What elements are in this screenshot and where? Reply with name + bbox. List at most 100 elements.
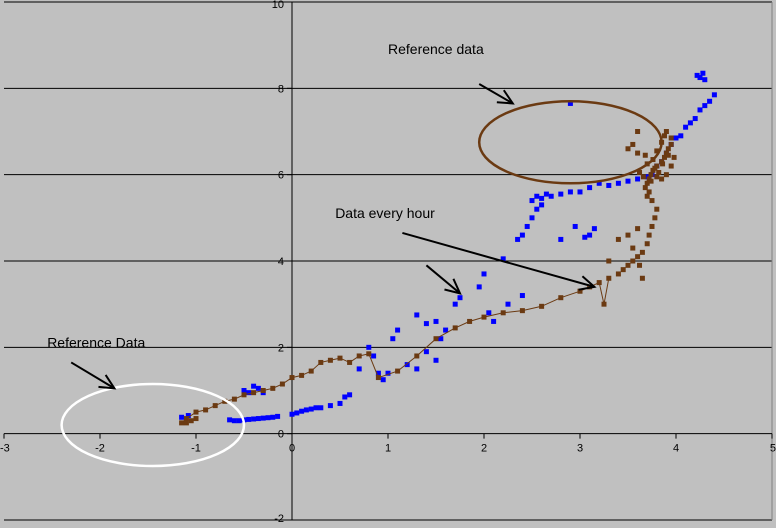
data-point <box>615 236 621 242</box>
data-point <box>591 226 597 232</box>
data-point <box>668 135 674 141</box>
x-tick-label: 3 <box>577 443 583 455</box>
data-point <box>630 245 636 251</box>
data-point <box>476 284 482 290</box>
data-point <box>423 321 429 327</box>
data-point <box>567 189 573 195</box>
series-2 <box>183 129 677 426</box>
data-point <box>433 336 439 342</box>
data-point <box>539 202 545 208</box>
data-point <box>375 375 381 381</box>
data-point <box>663 172 669 178</box>
data-point <box>255 416 261 422</box>
arrow-data-every-hour-2 <box>425 264 462 295</box>
data-point <box>620 267 626 273</box>
data-point <box>558 191 564 197</box>
data-point <box>648 172 654 178</box>
series-layer <box>179 70 717 426</box>
data-point <box>644 241 650 247</box>
arrow-head <box>496 89 515 105</box>
grid-lines <box>4 1 773 521</box>
data-point <box>294 410 300 416</box>
data-point <box>654 174 660 180</box>
data-point <box>615 180 621 186</box>
data-point <box>414 312 420 318</box>
data-point <box>366 351 372 357</box>
data-point <box>251 383 257 389</box>
y-tick-label: 2 <box>278 342 284 354</box>
data-point <box>577 288 583 294</box>
data-point <box>299 408 305 414</box>
data-point <box>414 366 420 372</box>
data-point <box>652 215 658 221</box>
data-point <box>587 185 593 191</box>
data-point <box>327 357 333 363</box>
data-point <box>519 308 525 314</box>
data-point <box>246 416 252 422</box>
data-point <box>279 381 285 387</box>
data-point <box>567 100 573 106</box>
data-point <box>385 370 391 376</box>
data-point <box>635 226 641 232</box>
data-point <box>251 416 257 422</box>
arrow-head <box>578 275 597 291</box>
data-point <box>491 318 497 324</box>
data-point <box>630 258 636 264</box>
data-point <box>452 301 458 307</box>
data-point <box>625 178 631 184</box>
data-point <box>665 146 671 152</box>
annotation-label-2: Reference Data <box>47 334 145 350</box>
data-point <box>519 232 525 238</box>
data-point <box>548 193 554 199</box>
data-point <box>630 141 636 147</box>
data-point <box>635 176 641 182</box>
data-point <box>260 415 266 421</box>
data-point <box>318 359 324 365</box>
arrow-shaft <box>425 264 461 295</box>
data-point <box>356 353 362 359</box>
data-point <box>452 325 458 331</box>
data-point <box>371 353 377 359</box>
data-point <box>596 180 602 186</box>
data-point <box>639 275 645 281</box>
data-point <box>654 206 660 212</box>
data-point <box>337 400 343 406</box>
y-tick-label: 6 <box>278 170 284 182</box>
data-point <box>697 107 703 113</box>
data-point <box>707 98 713 104</box>
annotation-label-1: Data every hour <box>335 205 435 221</box>
data-point <box>486 310 492 316</box>
data-point <box>433 357 439 363</box>
y-tick-label: 8 <box>278 83 284 95</box>
data-point <box>299 372 305 378</box>
data-point <box>236 418 242 424</box>
data-point <box>678 133 684 139</box>
arrow-data-every-hour-1 <box>402 231 597 291</box>
data-point <box>404 362 410 368</box>
data-point <box>642 185 648 191</box>
data-point <box>212 403 218 409</box>
data-point <box>534 206 540 212</box>
data-point <box>700 70 706 76</box>
data-point <box>203 407 209 413</box>
data-point <box>500 310 506 316</box>
data-point <box>308 368 314 374</box>
arrow-shaft <box>70 361 115 390</box>
data-point <box>665 152 671 158</box>
data-point <box>227 417 233 423</box>
data-point <box>644 193 650 199</box>
data-point <box>659 176 665 182</box>
y-tick-label: -2 <box>274 513 284 523</box>
data-point <box>558 295 564 301</box>
data-point <box>347 392 353 398</box>
data-point <box>668 163 674 169</box>
data-point <box>639 249 645 255</box>
data-point <box>515 236 521 242</box>
data-point <box>697 75 703 81</box>
data-point <box>270 385 276 391</box>
data-point <box>625 262 631 268</box>
data-point <box>505 301 511 307</box>
